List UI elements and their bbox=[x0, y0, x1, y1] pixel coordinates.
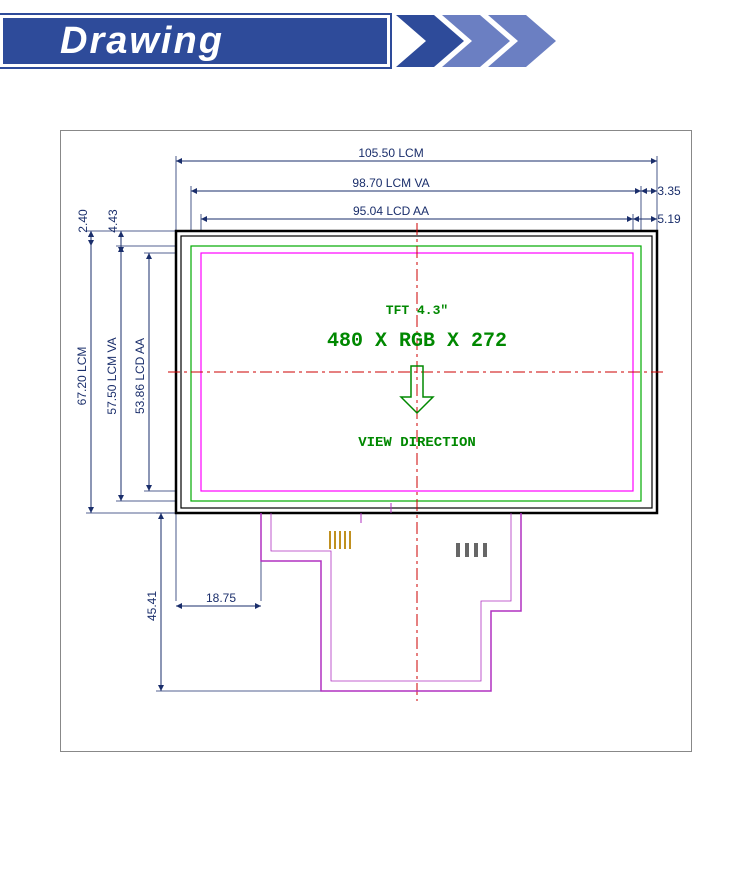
svg-text:45.41: 45.41 bbox=[145, 591, 159, 621]
svg-text:2.40: 2.40 bbox=[76, 209, 90, 233]
dimension-lines: 105.50 LCM 98.70 LCM VA 95.04 LCD AA 3.35 5.… bbox=[75, 146, 681, 691]
drawing-frame: 105.50 LCM 98.70 LCM VA 95.04 LCD AA 3.35 5.… bbox=[60, 130, 692, 752]
svg-text:3.35: 3.35 bbox=[657, 184, 681, 198]
svg-text:67.20 LCM: 67.20 LCM bbox=[75, 347, 89, 406]
section-header: Drawing bbox=[0, 15, 750, 75]
flex-cable bbox=[261, 503, 521, 691]
svg-text:480 X RGB X 272: 480 X RGB X 272 bbox=[327, 330, 507, 353]
svg-text:95.04 LCD AA: 95.04 LCD AA bbox=[353, 204, 429, 218]
svg-text:98.70 LCM VA: 98.70 LCM VA bbox=[352, 176, 429, 190]
svg-text:5.19: 5.19 bbox=[657, 212, 681, 226]
centerlines bbox=[168, 223, 665, 701]
header-title: Drawing bbox=[60, 15, 224, 67]
technical-drawing: 105.50 LCM 98.70 LCM VA 95.04 LCD AA 3.35 5.… bbox=[61, 131, 691, 751]
svg-text:VIEW DIRECTION: VIEW DIRECTION bbox=[358, 435, 476, 451]
chevron-icon bbox=[396, 15, 606, 67]
svg-text:TFT 4.3": TFT 4.3" bbox=[386, 303, 448, 318]
svg-text:53.86 LCD AA: 53.86 LCD AA bbox=[133, 338, 147, 414]
header-chevrons bbox=[396, 15, 606, 67]
svg-text:4.43: 4.43 bbox=[106, 209, 120, 233]
svg-text:105.50 LCM: 105.50 LCM bbox=[358, 146, 423, 160]
svg-text:57.50 LCM VA: 57.50 LCM VA bbox=[105, 337, 119, 414]
svg-text:18.75: 18.75 bbox=[206, 591, 236, 605]
